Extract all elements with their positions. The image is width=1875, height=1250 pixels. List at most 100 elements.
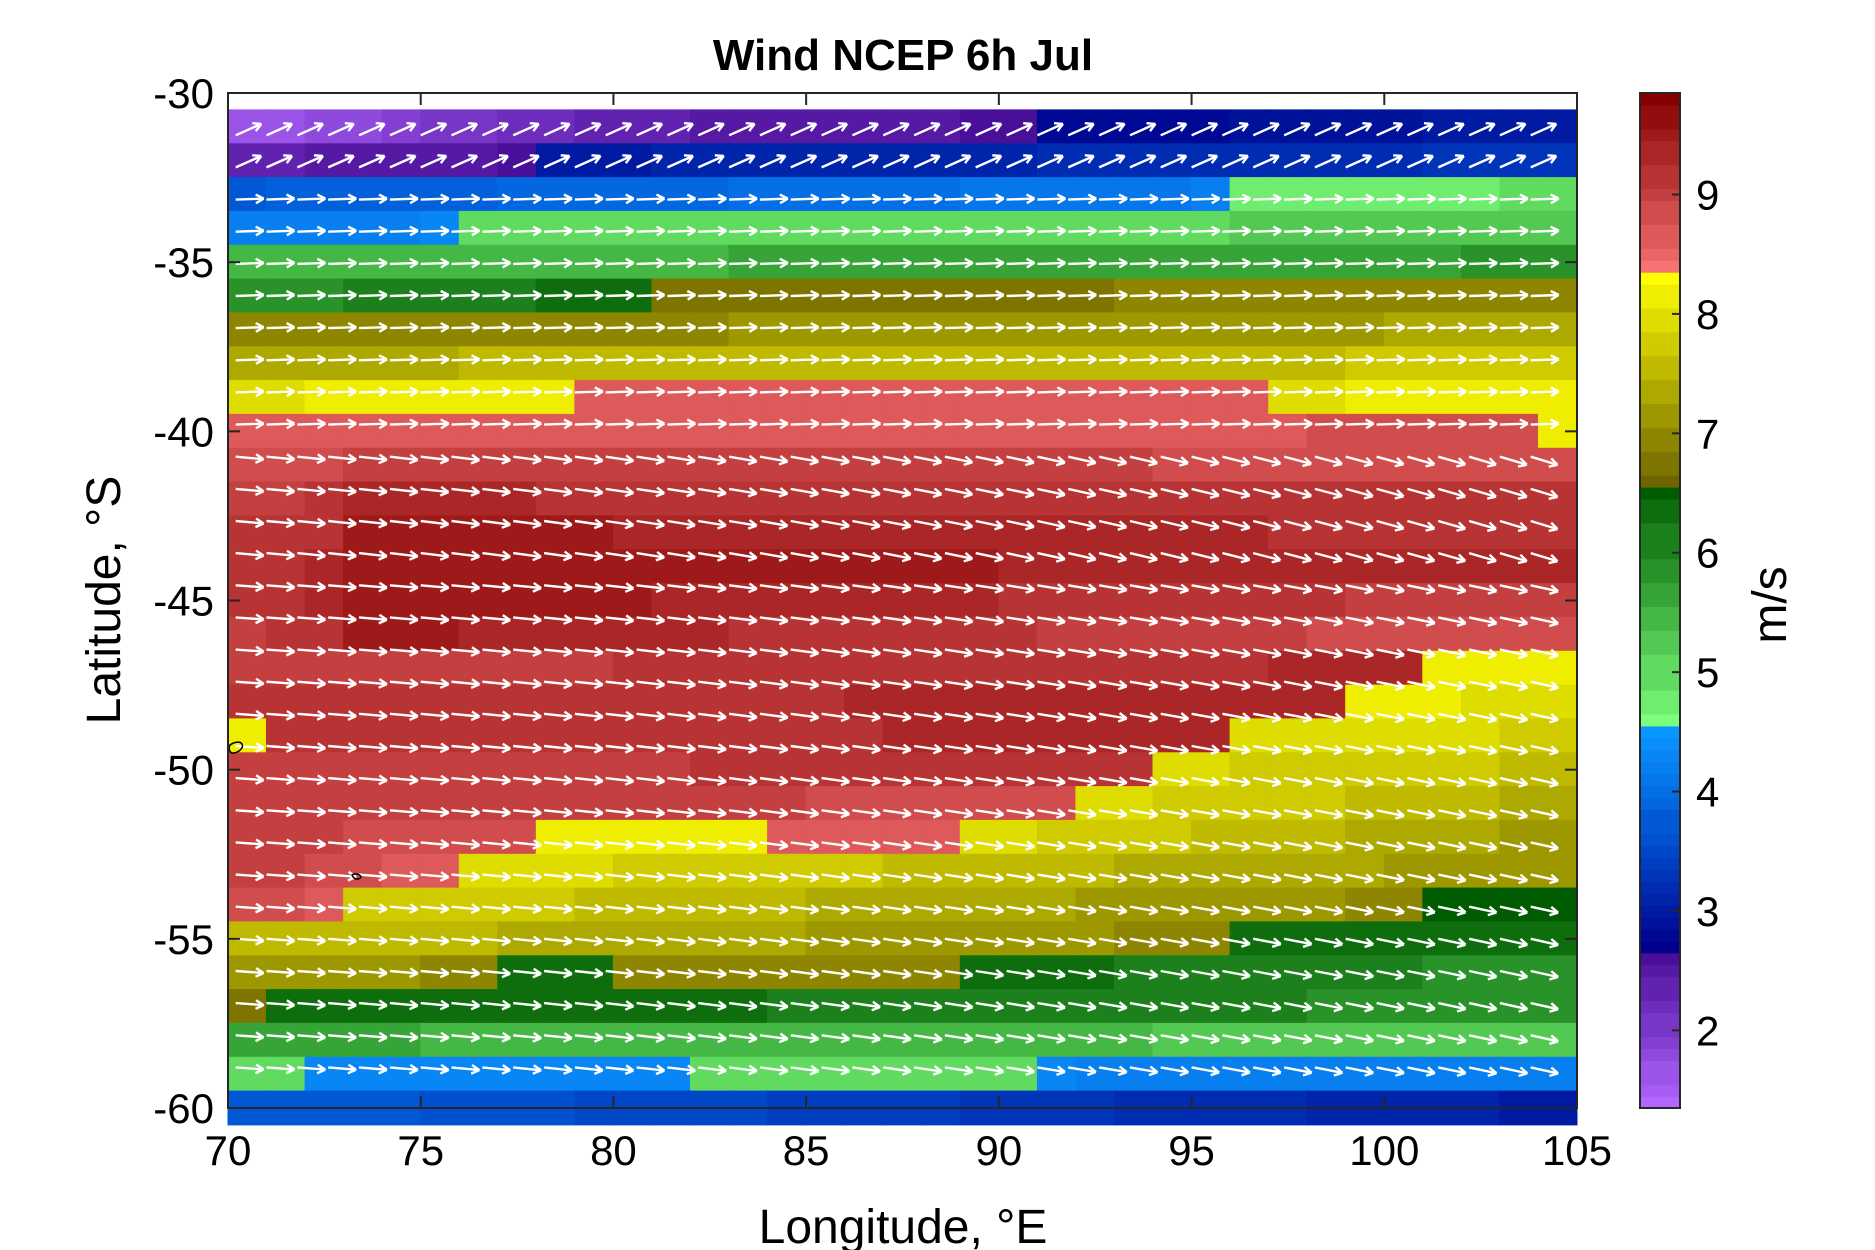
wind-arrow bbox=[913, 122, 941, 137]
heatmap-cell bbox=[574, 346, 614, 382]
x-tick-label: 90 bbox=[975, 1127, 1022, 1174]
colorbar-swatch bbox=[1640, 128, 1680, 142]
wind-arrow bbox=[698, 386, 727, 398]
heatmap-cell bbox=[535, 143, 576, 179]
heatmap-cell bbox=[574, 413, 614, 449]
wind-arrow bbox=[358, 322, 388, 333]
wind-arrow bbox=[420, 257, 450, 269]
wind-arrow bbox=[636, 122, 664, 137]
wind-arrow bbox=[759, 418, 789, 430]
colorbar-swatch bbox=[1640, 678, 1680, 691]
heatmap-cell bbox=[1345, 887, 1385, 923]
heatmap-cell bbox=[612, 819, 653, 855]
wind-arrow bbox=[1499, 154, 1527, 169]
colorbar-swatch bbox=[1640, 212, 1680, 225]
wind-arrow bbox=[1437, 455, 1467, 468]
colorbar-swatch bbox=[1640, 499, 1680, 512]
wind-arrow bbox=[1345, 584, 1374, 595]
colorbar-swatch bbox=[1640, 713, 1680, 727]
wind-arrow bbox=[235, 386, 265, 398]
wind-arrow bbox=[266, 485, 296, 497]
heatmap-cell bbox=[458, 109, 499, 145]
heatmap-cell bbox=[882, 650, 923, 686]
wind-arrow bbox=[1191, 122, 1219, 137]
colorbar-swatch bbox=[1640, 451, 1680, 464]
wind-arrow bbox=[914, 354, 943, 365]
wind-arrow bbox=[667, 193, 697, 205]
wind-arrow bbox=[389, 257, 419, 269]
heatmap-cell bbox=[882, 1022, 923, 1058]
heatmap-cell bbox=[304, 447, 345, 483]
heatmap-cell bbox=[1152, 380, 1192, 415]
wind-arrow bbox=[574, 354, 604, 365]
heatmap-cell bbox=[1538, 853, 1578, 889]
wind-arrow bbox=[420, 289, 450, 301]
wind-arrow bbox=[975, 225, 1005, 237]
wind-arrow bbox=[1006, 386, 1036, 398]
wind-arrow bbox=[543, 550, 573, 562]
wind-arrow bbox=[821, 322, 851, 333]
colorbar-swatch bbox=[1640, 749, 1680, 763]
wind-arrow bbox=[1407, 418, 1437, 430]
wind-arrow bbox=[913, 519, 943, 531]
wind-arrow bbox=[1499, 257, 1529, 269]
heatmap-cell bbox=[1268, 786, 1308, 821]
wind-arrow bbox=[358, 122, 386, 137]
heatmap-cell bbox=[1460, 549, 1501, 585]
heatmap-cell bbox=[1268, 515, 1308, 551]
wind-arrow bbox=[882, 519, 912, 531]
heatmap-cell bbox=[1229, 1056, 1270, 1092]
wind-arrow bbox=[1191, 455, 1220, 467]
heatmap-cell bbox=[1383, 109, 1424, 145]
wind-arrow bbox=[1129, 122, 1157, 137]
heatmap-cell bbox=[805, 616, 846, 652]
wind-arrow bbox=[296, 122, 324, 137]
wind-arrow bbox=[389, 193, 419, 205]
colorbar-swatch bbox=[1640, 928, 1680, 942]
wind-arrow bbox=[1469, 322, 1498, 333]
heatmap-cell bbox=[1036, 143, 1077, 179]
heatmap-cell bbox=[728, 1022, 769, 1058]
wind-arrow bbox=[1160, 583, 1190, 595]
wind-arrow bbox=[882, 455, 912, 466]
wind-arrow bbox=[821, 225, 851, 237]
heatmap-cell bbox=[1191, 210, 1231, 246]
heatmap-cell bbox=[304, 786, 345, 821]
wind-arrow bbox=[759, 257, 789, 269]
wind-arrow bbox=[574, 122, 602, 137]
heatmap-cell bbox=[1191, 786, 1231, 821]
wind-arrow bbox=[1006, 322, 1036, 333]
colorbar-swatch bbox=[1640, 690, 1680, 703]
heatmap-cell bbox=[1229, 515, 1270, 551]
wind-arrow bbox=[451, 225, 481, 237]
heatmap-cell bbox=[1075, 447, 1115, 483]
heatmap-cell bbox=[227, 819, 267, 855]
wind-arrow bbox=[1468, 584, 1498, 595]
heatmap-cell bbox=[921, 684, 961, 720]
wind-arrow bbox=[1314, 354, 1344, 365]
heatmap-cell bbox=[728, 887, 769, 923]
wind-arrow bbox=[944, 257, 974, 269]
wind-arrow bbox=[1191, 519, 1220, 532]
heatmap-cell bbox=[767, 380, 807, 415]
heatmap-cell bbox=[651, 853, 691, 889]
wind-arrow bbox=[605, 354, 635, 365]
heatmap-cell bbox=[1268, 616, 1308, 652]
wind-arrow bbox=[883, 193, 912, 205]
heatmap-cell bbox=[1114, 380, 1154, 415]
colorbar-swatch bbox=[1640, 475, 1680, 488]
heatmap-cell bbox=[304, 177, 345, 212]
wind-arrow bbox=[1314, 257, 1344, 269]
wind-arrow bbox=[697, 122, 725, 137]
heatmap-cell bbox=[612, 684, 653, 720]
wind-arrow bbox=[1376, 154, 1404, 169]
wind-arrow bbox=[1469, 289, 1498, 301]
heatmap-cell bbox=[458, 1022, 499, 1058]
wind-arrow bbox=[266, 613, 296, 625]
wind-arrow bbox=[790, 455, 820, 466]
heatmap-cell bbox=[1345, 143, 1385, 179]
wind-arrow bbox=[1068, 386, 1097, 398]
wind-arrow bbox=[389, 453, 419, 465]
wind-arrow bbox=[574, 386, 604, 398]
wind-arrow bbox=[1407, 257, 1437, 269]
